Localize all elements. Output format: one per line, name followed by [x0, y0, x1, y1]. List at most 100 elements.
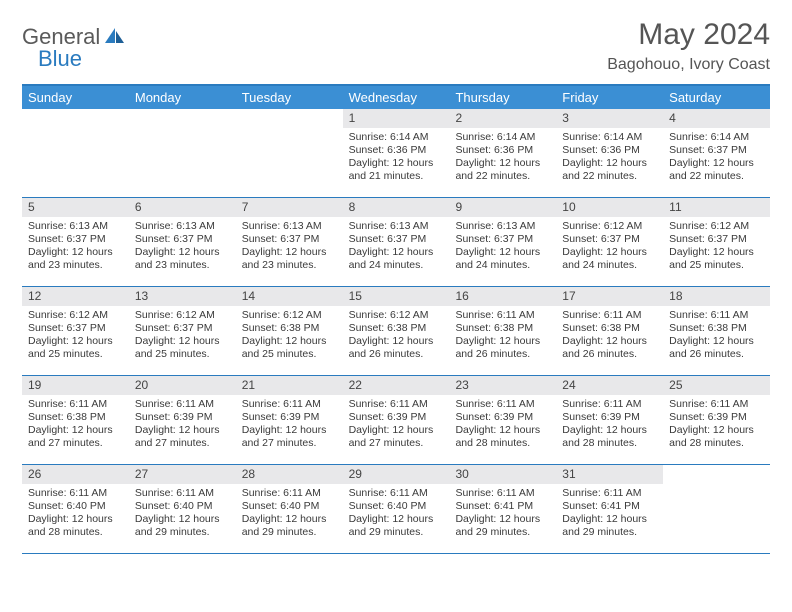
daylight-line1: Daylight: 12 hours — [562, 424, 657, 437]
day-body: Sunrise: 6:14 AMSunset: 6:36 PMDaylight:… — [343, 128, 450, 188]
sunset-text: Sunset: 6:38 PM — [455, 322, 550, 335]
week-row: 1Sunrise: 6:14 AMSunset: 6:36 PMDaylight… — [22, 109, 770, 198]
day-cell: 14Sunrise: 6:12 AMSunset: 6:38 PMDayligh… — [236, 287, 343, 375]
day-number: 18 — [663, 287, 770, 306]
day-cell: 9Sunrise: 6:13 AMSunset: 6:37 PMDaylight… — [449, 198, 556, 286]
sunset-text: Sunset: 6:37 PM — [28, 322, 123, 335]
day-body: Sunrise: 6:12 AMSunset: 6:37 PMDaylight:… — [663, 217, 770, 277]
week-row: 12Sunrise: 6:12 AMSunset: 6:37 PMDayligh… — [22, 287, 770, 376]
daylight-line2: and 27 minutes. — [28, 437, 123, 450]
daylight-line1: Daylight: 12 hours — [28, 513, 123, 526]
daylight-line1: Daylight: 12 hours — [669, 157, 764, 170]
day-cell: 31Sunrise: 6:11 AMSunset: 6:41 PMDayligh… — [556, 465, 663, 553]
sunset-text: Sunset: 6:37 PM — [135, 322, 230, 335]
daylight-line1: Daylight: 12 hours — [669, 246, 764, 259]
daylight-line2: and 25 minutes. — [669, 259, 764, 272]
daylight-line1: Daylight: 12 hours — [455, 335, 550, 348]
day-cell: 23Sunrise: 6:11 AMSunset: 6:39 PMDayligh… — [449, 376, 556, 464]
logo-sail-icon — [104, 26, 126, 49]
daylight-line1: Daylight: 12 hours — [349, 246, 444, 259]
day-cell: 17Sunrise: 6:11 AMSunset: 6:38 PMDayligh… — [556, 287, 663, 375]
day-number: 16 — [449, 287, 556, 306]
sunrise-text: Sunrise: 6:13 AM — [135, 220, 230, 233]
sunrise-text: Sunrise: 6:14 AM — [349, 131, 444, 144]
sunrise-text: Sunrise: 6:14 AM — [455, 131, 550, 144]
sunset-text: Sunset: 6:37 PM — [242, 233, 337, 246]
day-body: Sunrise: 6:11 AMSunset: 6:39 PMDaylight:… — [556, 395, 663, 455]
daylight-line2: and 23 minutes. — [242, 259, 337, 272]
day-cell: 24Sunrise: 6:11 AMSunset: 6:39 PMDayligh… — [556, 376, 663, 464]
sunset-text: Sunset: 6:39 PM — [562, 411, 657, 424]
day-body: Sunrise: 6:11 AMSunset: 6:39 PMDaylight:… — [449, 395, 556, 455]
daylight-line2: and 23 minutes. — [28, 259, 123, 272]
day-cell: 27Sunrise: 6:11 AMSunset: 6:40 PMDayligh… — [129, 465, 236, 553]
day-cell: 11Sunrise: 6:12 AMSunset: 6:37 PMDayligh… — [663, 198, 770, 286]
day-body: Sunrise: 6:14 AMSunset: 6:36 PMDaylight:… — [449, 128, 556, 188]
daylight-line2: and 24 minutes. — [562, 259, 657, 272]
sunset-text: Sunset: 6:37 PM — [562, 233, 657, 246]
logo-word2: Blue — [38, 46, 82, 71]
sunrise-text: Sunrise: 6:11 AM — [669, 398, 764, 411]
day-body: Sunrise: 6:11 AMSunset: 6:40 PMDaylight:… — [343, 484, 450, 544]
day-cell: 18Sunrise: 6:11 AMSunset: 6:38 PMDayligh… — [663, 287, 770, 375]
daylight-line2: and 29 minutes. — [242, 526, 337, 539]
daylight-line1: Daylight: 12 hours — [28, 335, 123, 348]
sunrise-text: Sunrise: 6:11 AM — [242, 398, 337, 411]
daylight-line1: Daylight: 12 hours — [135, 513, 230, 526]
daylight-line2: and 24 minutes. — [349, 259, 444, 272]
daylight-line1: Daylight: 12 hours — [562, 513, 657, 526]
week-row: 26Sunrise: 6:11 AMSunset: 6:40 PMDayligh… — [22, 465, 770, 554]
sunset-text: Sunset: 6:38 PM — [562, 322, 657, 335]
day-body: Sunrise: 6:12 AMSunset: 6:37 PMDaylight:… — [22, 306, 129, 366]
daylight-line1: Daylight: 12 hours — [242, 335, 337, 348]
week-row: 5Sunrise: 6:13 AMSunset: 6:37 PMDaylight… — [22, 198, 770, 287]
daylight-line2: and 22 minutes. — [562, 170, 657, 183]
daylight-line1: Daylight: 12 hours — [135, 424, 230, 437]
day-number: 5 — [22, 198, 129, 217]
sunset-text: Sunset: 6:39 PM — [455, 411, 550, 424]
day-cell: 22Sunrise: 6:11 AMSunset: 6:39 PMDayligh… — [343, 376, 450, 464]
daylight-line1: Daylight: 12 hours — [562, 246, 657, 259]
day-body: Sunrise: 6:12 AMSunset: 6:38 PMDaylight:… — [236, 306, 343, 366]
day-body: Sunrise: 6:13 AMSunset: 6:37 PMDaylight:… — [22, 217, 129, 277]
day-body: Sunrise: 6:11 AMSunset: 6:38 PMDaylight:… — [449, 306, 556, 366]
daylight-line2: and 29 minutes. — [562, 526, 657, 539]
sunset-text: Sunset: 6:39 PM — [669, 411, 764, 424]
day-body: Sunrise: 6:11 AMSunset: 6:40 PMDaylight:… — [22, 484, 129, 544]
daylight-line2: and 27 minutes. — [135, 437, 230, 450]
daylight-line2: and 29 minutes. — [349, 526, 444, 539]
day-number: 27 — [129, 465, 236, 484]
day-number: 9 — [449, 198, 556, 217]
day-cell: 3Sunrise: 6:14 AMSunset: 6:36 PMDaylight… — [556, 109, 663, 197]
daylight-line1: Daylight: 12 hours — [242, 513, 337, 526]
sunrise-text: Sunrise: 6:14 AM — [669, 131, 764, 144]
week-row: 19Sunrise: 6:11 AMSunset: 6:38 PMDayligh… — [22, 376, 770, 465]
day-cell: 12Sunrise: 6:12 AMSunset: 6:37 PMDayligh… — [22, 287, 129, 375]
day-cell: 20Sunrise: 6:11 AMSunset: 6:39 PMDayligh… — [129, 376, 236, 464]
day-number: 6 — [129, 198, 236, 217]
day-body: Sunrise: 6:13 AMSunset: 6:37 PMDaylight:… — [343, 217, 450, 277]
day-number: 12 — [22, 287, 129, 306]
daylight-line2: and 26 minutes. — [349, 348, 444, 361]
daylight-line2: and 25 minutes. — [135, 348, 230, 361]
day-cell: 15Sunrise: 6:12 AMSunset: 6:38 PMDayligh… — [343, 287, 450, 375]
day-body: Sunrise: 6:14 AMSunset: 6:37 PMDaylight:… — [663, 128, 770, 188]
sunrise-text: Sunrise: 6:13 AM — [349, 220, 444, 233]
sunset-text: Sunset: 6:37 PM — [455, 233, 550, 246]
day-number: 3 — [556, 109, 663, 128]
sunrise-text: Sunrise: 6:14 AM — [562, 131, 657, 144]
sunset-text: Sunset: 6:38 PM — [28, 411, 123, 424]
sunset-text: Sunset: 6:37 PM — [349, 233, 444, 246]
daylight-line1: Daylight: 12 hours — [349, 513, 444, 526]
daylight-line2: and 27 minutes. — [242, 437, 337, 450]
sunrise-text: Sunrise: 6:11 AM — [135, 487, 230, 500]
sunset-text: Sunset: 6:41 PM — [455, 500, 550, 513]
day-body: Sunrise: 6:11 AMSunset: 6:38 PMDaylight:… — [22, 395, 129, 455]
dayhead-wed: Wednesday — [343, 86, 450, 109]
sunrise-text: Sunrise: 6:11 AM — [562, 309, 657, 322]
day-number: 17 — [556, 287, 663, 306]
day-number: 28 — [236, 465, 343, 484]
sunset-text: Sunset: 6:37 PM — [669, 144, 764, 157]
sunrise-text: Sunrise: 6:11 AM — [28, 398, 123, 411]
day-cell: 4Sunrise: 6:14 AMSunset: 6:37 PMDaylight… — [663, 109, 770, 197]
